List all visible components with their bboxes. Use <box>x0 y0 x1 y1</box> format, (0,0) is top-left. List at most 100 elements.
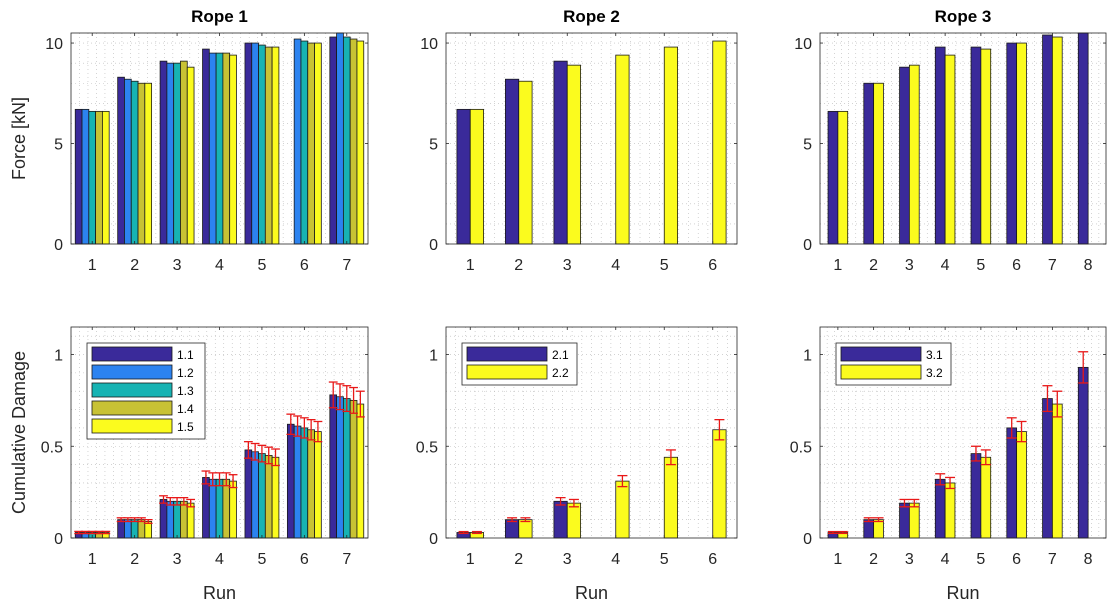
error-bar-2.1-run-3 <box>555 496 566 506</box>
error-bar-1.4-run-7 <box>349 386 358 414</box>
bar-2.2-run-2 <box>518 519 533 539</box>
error-bar-3.1-run-8 <box>1078 351 1089 384</box>
error-bar-2.2-run-3 <box>568 498 579 508</box>
error-bar-2.1-run-2 <box>507 517 518 523</box>
bar-3.1-run-2 <box>863 82 875 245</box>
error-bar-3.2-run-2 <box>873 517 884 523</box>
bar-1.5-run-1 <box>101 110 110 245</box>
x-tick-label: 2 <box>130 257 139 274</box>
y-tick-label: 0 <box>429 237 438 254</box>
bar-1.2-run-1 <box>81 108 90 245</box>
y-tick-label: 1 <box>429 348 438 365</box>
error-bar-1.2-run-6 <box>293 415 302 437</box>
bar-1.4-run-1 <box>95 110 103 245</box>
x-tick-label: 1 <box>88 257 97 274</box>
bar-1.4-run-2 <box>137 82 146 245</box>
error-bar-1.1-run-4 <box>201 470 211 485</box>
bar-1.1-run-6 <box>286 423 295 539</box>
error-bar-2.2-run-6 <box>714 419 725 441</box>
axes-box <box>445 326 738 539</box>
bar-3.1-run-1 <box>827 110 839 245</box>
x-tick-label: 5 <box>660 257 669 274</box>
chart-panel-3: 1 2 3 4 5 6 7 8 0 5 10 Rope 3 <box>794 7 1107 274</box>
bar-1.2-run-7 <box>336 396 344 539</box>
bar-3.2-run-2 <box>873 519 884 539</box>
y-tick-label: 5 <box>54 137 63 154</box>
bar-1.3-run-2 <box>130 80 139 245</box>
error-bar-1.1-run-3 <box>159 495 168 504</box>
error-bar-3.2-run-3 <box>909 498 920 508</box>
x-tick-label: 6 <box>1012 551 1021 568</box>
chart-title: Rope 3 <box>935 7 992 26</box>
bar-3.2-run-3 <box>908 502 920 539</box>
bar-3.2-run-6 <box>1016 431 1027 539</box>
error-bar-3.2-run-7 <box>1052 390 1063 418</box>
bar-1.2-run-4 <box>208 478 217 539</box>
x-tick-label: 6 <box>708 257 717 274</box>
x-tick-label: 7 <box>342 551 351 568</box>
error-bar-1.5-run-5 <box>271 448 280 467</box>
legend-swatch-1.3 <box>91 382 173 398</box>
bar-3.1-run-6 <box>1006 42 1018 245</box>
y-axis-label: Force [kN] <box>9 97 29 180</box>
x-axis-label: Run <box>575 583 608 603</box>
y-axis-label: Cumulative Damage <box>9 351 29 514</box>
error-bar-3.1-run-1 <box>827 530 838 535</box>
bar-1.4-run-7 <box>349 38 358 245</box>
bar-3.1-run-3 <box>899 502 910 539</box>
error-bar-3.2-run-5 <box>980 449 991 466</box>
error-bar-2.2-run-5 <box>665 449 676 466</box>
bar-3.1-run-5 <box>970 46 982 245</box>
bar-2.1-run-3 <box>553 500 568 539</box>
bar-2.2-run-5 <box>663 456 678 539</box>
bar-1.2-run-7 <box>336 32 344 245</box>
bar-3.2-run-5 <box>980 48 992 245</box>
bar-1.5-run-2 <box>144 82 153 245</box>
bar-1.5-run-5 <box>271 46 280 245</box>
bar-1.5-run-3 <box>186 502 195 539</box>
x-tick-label: 1 <box>88 551 97 568</box>
x-tick-label: 4 <box>611 257 620 274</box>
chart-panel-2: 1 2 3 4 5 6 0 5 10 Rope 2 <box>420 7 738 274</box>
bar-3.1-run-3 <box>899 66 910 245</box>
x-tick-label: 8 <box>1084 257 1093 274</box>
error-bar-1.1-run-5 <box>243 441 253 459</box>
error-bar-1.5-run-7 <box>355 390 365 418</box>
y-tick-label: 10 <box>420 36 438 53</box>
x-tick-label: 6 <box>1012 257 1021 274</box>
y-tick-label: 0.5 <box>416 439 438 456</box>
bar-1.3-run-7 <box>342 36 351 245</box>
bar-1.4-run-4 <box>222 52 231 245</box>
x-tick-label: 6 <box>300 551 309 568</box>
x-tick-label: 6 <box>708 551 717 568</box>
bar-1.2-run-5 <box>251 451 259 539</box>
bar-1.3-run-6 <box>300 427 309 539</box>
x-tick-label: 1 <box>466 551 475 568</box>
bar-1.5-run-7 <box>356 40 365 245</box>
bar-1.4-run-4 <box>222 478 231 539</box>
legend-label-2.2: 2.2 <box>552 366 569 380</box>
y-tick-label: 0 <box>803 531 812 548</box>
bar-2.2-run-2 <box>518 80 533 245</box>
legend: 2.12.2 <box>461 342 578 386</box>
bar-1.3-run-6 <box>300 40 309 245</box>
bar-1.1-run-2 <box>117 76 125 245</box>
x-tick-label: 7 <box>1048 257 1057 274</box>
error-bar-2.1-run-1 <box>458 530 469 535</box>
error-bar-1.1-run-6 <box>286 413 296 435</box>
y-tick-label: 0 <box>54 237 63 254</box>
bar-1.1-run-5 <box>244 449 253 539</box>
error-bar-2.2-run-2 <box>520 517 531 523</box>
plot-background <box>820 33 1106 244</box>
x-axis-label: Run <box>203 583 236 603</box>
bar-1.1-run-2 <box>117 519 125 539</box>
legend: 3.13.2 <box>835 342 952 386</box>
bar-1.3-run-1 <box>88 110 97 245</box>
y-tick-label: 5 <box>803 137 812 154</box>
y-tick-label: 10 <box>794 36 812 53</box>
x-tick-label: 4 <box>941 551 950 568</box>
bar-3.2-run-6 <box>1016 42 1027 245</box>
x-tick-label: 1 <box>833 257 842 274</box>
x-tick-label: 2 <box>869 551 878 568</box>
